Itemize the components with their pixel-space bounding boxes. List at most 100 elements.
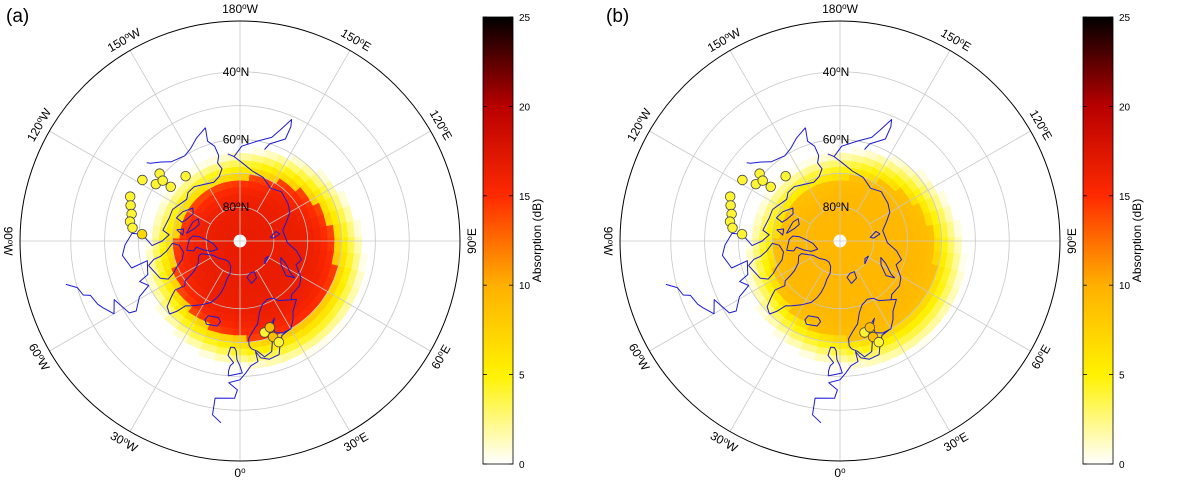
coastline xyxy=(212,329,290,424)
coastline xyxy=(746,127,806,164)
absorption-cell xyxy=(900,238,909,249)
absorption-cell xyxy=(920,237,929,251)
absorption-cell xyxy=(936,190,950,208)
coastline xyxy=(786,235,819,252)
station-marker xyxy=(127,222,138,234)
station-marker xyxy=(757,175,768,186)
longitude-label: 30oW xyxy=(108,428,141,455)
station-marker xyxy=(873,336,885,348)
absorption-cell xyxy=(320,237,329,251)
absorption-cell xyxy=(229,166,241,175)
absorption-cell xyxy=(357,253,369,273)
absorption-cell xyxy=(239,172,250,182)
coastline xyxy=(748,242,784,280)
colorbar-tick-label: 15 xyxy=(1119,192,1131,203)
station-marker xyxy=(724,191,736,202)
colorbar xyxy=(482,16,514,465)
absorption-cell xyxy=(333,237,342,252)
absorption-cell xyxy=(947,236,956,254)
station-marker xyxy=(737,174,748,186)
coastline xyxy=(246,271,257,284)
colorbar-tick-label: 0 xyxy=(1119,460,1125,471)
absorption-cell xyxy=(954,236,963,255)
latitude-label: 40oN xyxy=(223,64,249,79)
absorption-cell xyxy=(957,253,969,273)
coastline xyxy=(827,153,902,300)
absorption-cell xyxy=(751,225,761,239)
meridian xyxy=(256,270,351,432)
station-marker xyxy=(273,336,285,348)
meridian xyxy=(649,257,811,352)
map-frame xyxy=(619,20,1061,462)
coastline xyxy=(204,315,222,327)
colorbar-tick-label: 15 xyxy=(519,192,531,203)
panel-label: (b) xyxy=(606,6,629,27)
panel-a: 40oN 60oN 80oN 180oW 150oE 120oE 90oE 60oE 30oE 0… xyxy=(1,2,544,480)
meridian xyxy=(269,257,431,352)
station-marker xyxy=(725,200,736,211)
colorbar-label: Absorption (dB) xyxy=(1130,199,1144,282)
meridian xyxy=(256,50,351,212)
absorption-cell xyxy=(828,159,841,168)
coastline xyxy=(827,346,843,377)
meridian xyxy=(129,50,224,212)
absorption-cell xyxy=(851,146,867,157)
absorption-cell xyxy=(839,152,853,161)
colorbar-tick-label: 5 xyxy=(519,371,525,382)
absorption-cell xyxy=(228,286,238,296)
station-marker xyxy=(137,174,148,186)
absorption-cell xyxy=(300,238,309,249)
coastline xyxy=(264,255,269,265)
longitude-label: 30oE xyxy=(941,429,971,454)
absorption-cell xyxy=(230,172,241,182)
absorption-cell xyxy=(352,219,363,238)
graticule xyxy=(620,21,1060,461)
colorbar-tick-label: 0 xyxy=(519,460,525,471)
coastline xyxy=(185,218,200,234)
colorbar-tick-label: 20 xyxy=(1119,102,1131,113)
absorption-cell xyxy=(792,238,800,247)
longitude-label: 90oW xyxy=(601,226,616,256)
absorption-cell xyxy=(839,186,848,195)
panel-b: 40oN 60oN 80oN 180oW 150oE 120oE 90oE 60oE 30oE 0… xyxy=(600,0,1200,480)
station-marker xyxy=(157,175,168,186)
absorption-cell xyxy=(927,237,936,252)
station-marker xyxy=(165,181,176,193)
absorption-cell xyxy=(327,237,336,252)
absorption-cell xyxy=(832,186,841,195)
absorption-cell xyxy=(306,238,315,250)
coastline xyxy=(846,271,857,284)
coastline xyxy=(869,230,881,239)
absorption-cell xyxy=(831,179,841,188)
absorption-cell xyxy=(205,234,214,241)
meridian xyxy=(869,130,1031,225)
station-marker xyxy=(736,228,748,240)
meridian xyxy=(649,130,811,225)
coastline xyxy=(776,207,794,223)
absorption-cell xyxy=(273,239,281,246)
colorbar-tick-label: 10 xyxy=(519,281,531,292)
meridian xyxy=(856,270,951,432)
station-marker xyxy=(780,170,791,182)
latitude-label: 60oN xyxy=(223,132,249,147)
absorption-cell xyxy=(830,172,841,182)
colorbar xyxy=(1082,16,1114,465)
absorption-cell xyxy=(347,236,356,254)
coastline xyxy=(227,153,302,300)
panel-label: (a) xyxy=(6,6,29,27)
coastline xyxy=(280,257,296,279)
station-marker xyxy=(727,222,738,234)
absorption-cell xyxy=(239,179,249,188)
coastline xyxy=(833,119,893,157)
coastline xyxy=(176,228,185,236)
absorption-cell xyxy=(839,172,850,182)
station-marker xyxy=(180,170,191,182)
absorption-cell xyxy=(913,237,922,250)
absorption-cell xyxy=(293,238,302,248)
colorbar-tick-label: 25 xyxy=(519,13,531,24)
coastlines xyxy=(665,119,902,424)
coastline xyxy=(812,329,890,424)
graticule xyxy=(20,21,460,461)
absorption-cell xyxy=(313,237,322,250)
stations xyxy=(724,168,885,348)
